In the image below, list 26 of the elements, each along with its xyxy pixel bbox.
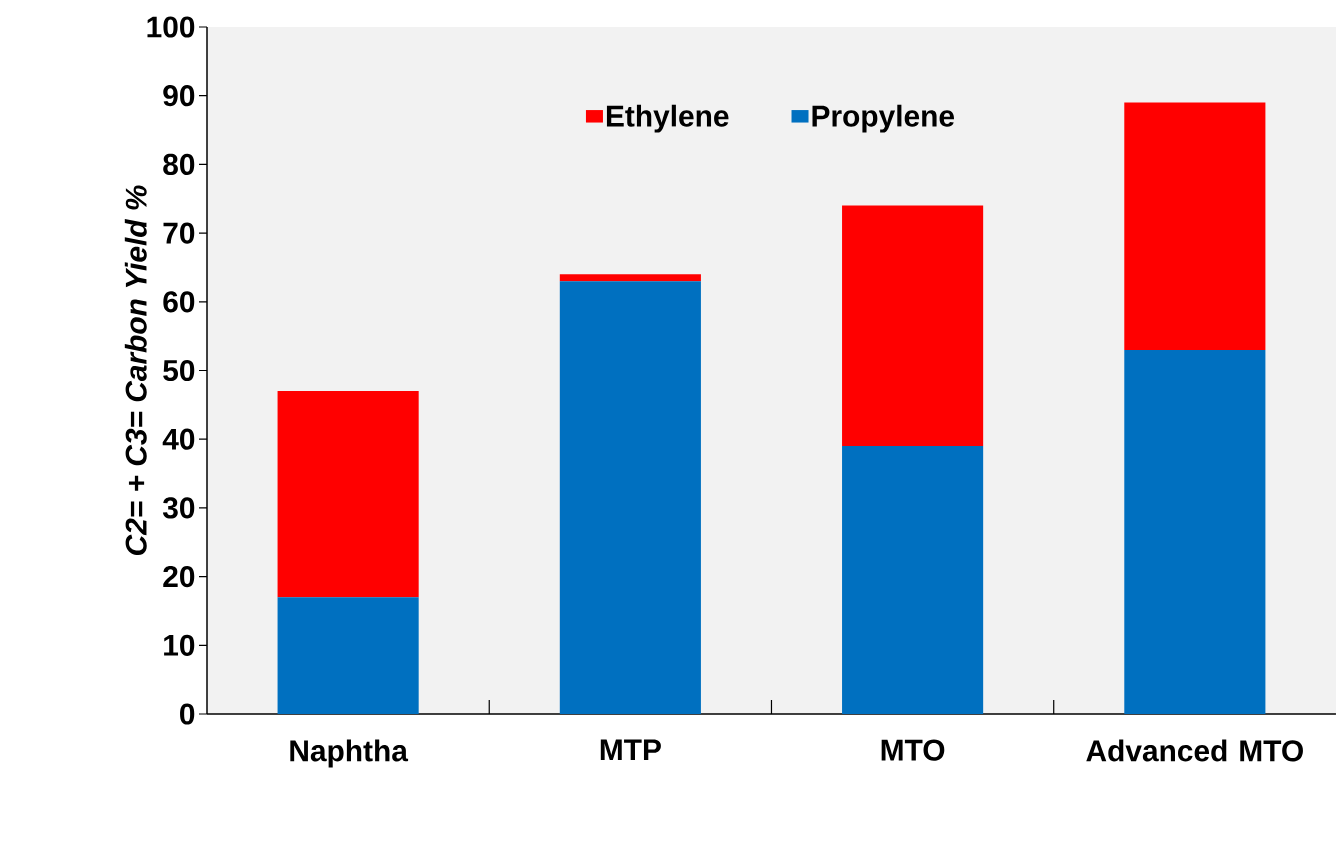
x-tick-label: Naphtha [290, 739, 409, 768]
bar [559, 274, 701, 282]
bar [277, 597, 419, 714]
y-tick-label: 80 [163, 153, 195, 175]
y-tick-label: 90 [163, 85, 195, 107]
y-tick-label: 30 [162, 497, 195, 519]
bar [842, 205, 984, 447]
y-tick-label: 60 [163, 291, 195, 313]
x-tick-label: MTO [881, 739, 945, 761]
bar [559, 281, 701, 714]
y-tick-label: 50 [163, 359, 195, 382]
y-tick-label: 10 [164, 634, 195, 656]
y-tick-label: 20 [163, 566, 195, 588]
legend-label: Propylene [812, 104, 955, 133]
y-axis-title: C2= + C3= Carbon Yield % [124, 185, 147, 555]
x-tick-label: MTP [600, 739, 661, 761]
bar [842, 446, 984, 714]
bar [1124, 102, 1266, 350]
legend-label: Ethylene [606, 104, 729, 133]
y-tick-label: 100 [147, 16, 195, 38]
y-tick-label: 70 [163, 222, 195, 244]
bar [1124, 349, 1266, 714]
y-tick-label: 0 [180, 703, 195, 725]
x-tick-label: Advanced MTO [1086, 739, 1303, 762]
y-tick-label: 40 [162, 428, 195, 450]
bar [277, 391, 419, 598]
